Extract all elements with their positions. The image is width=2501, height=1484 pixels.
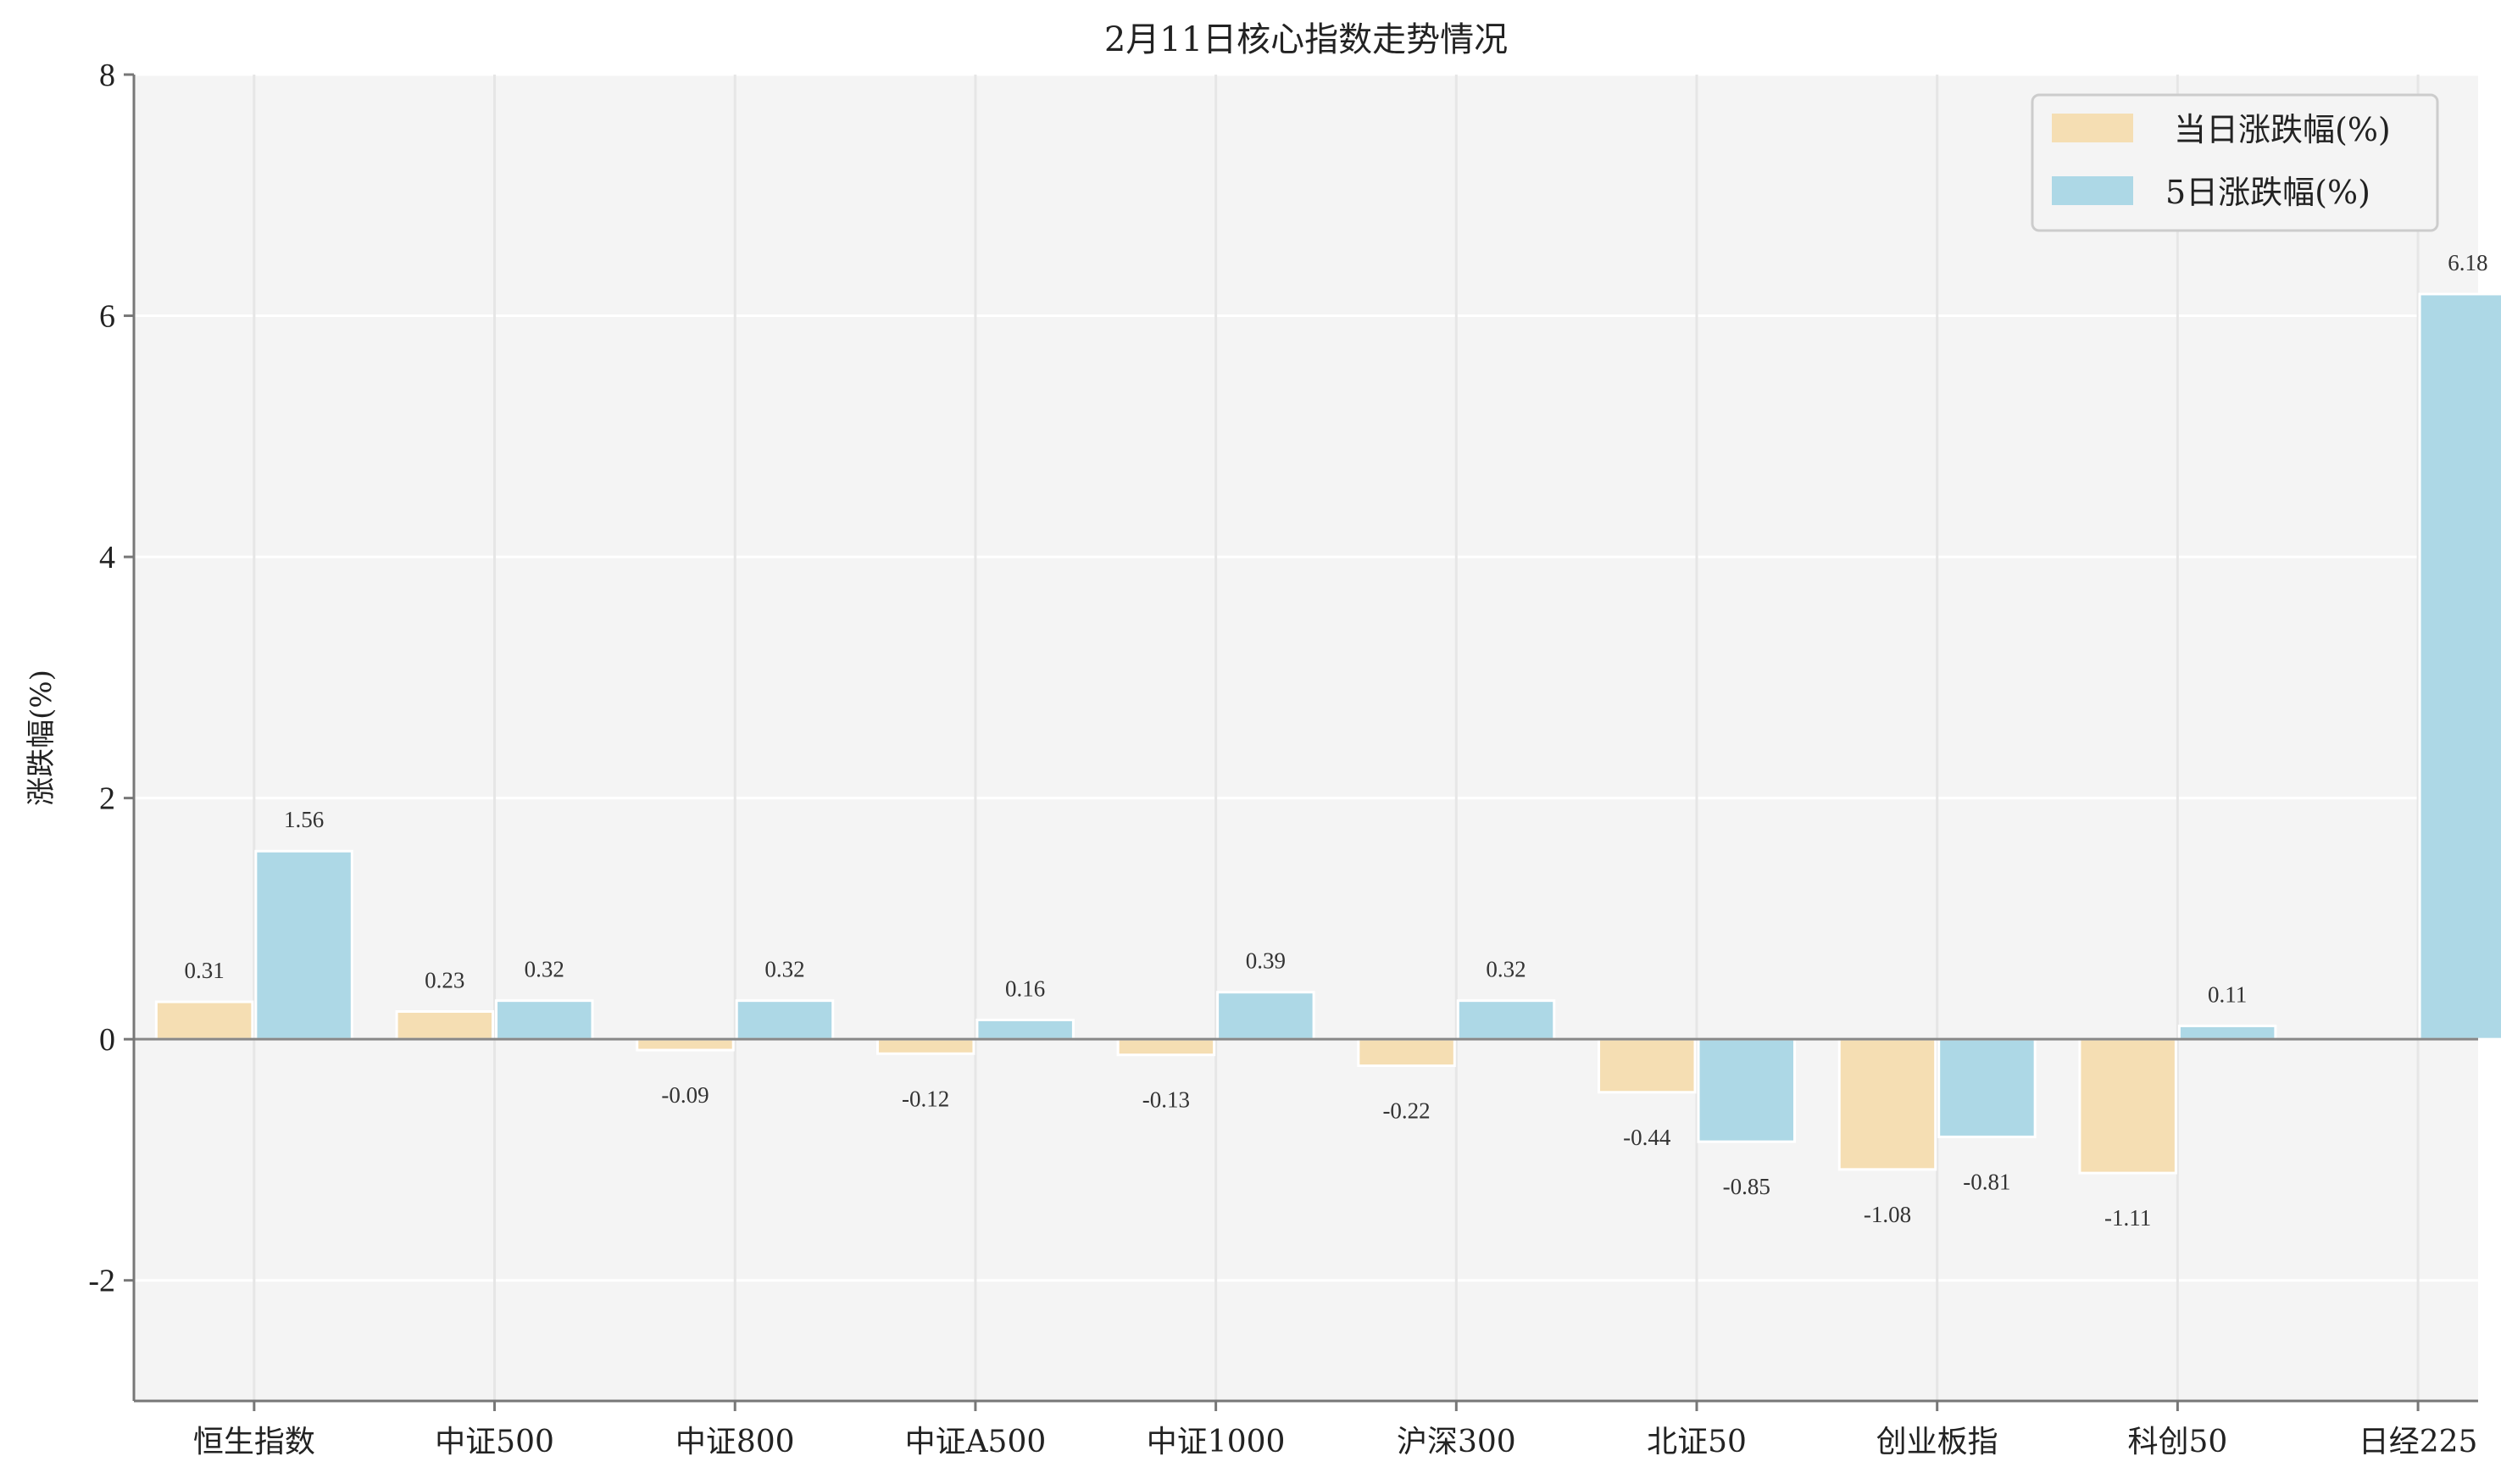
bar-daily [1598, 1037, 1697, 1094]
data-label: -0.22 [1382, 1098, 1430, 1123]
bar-daily [1357, 1037, 1456, 1067]
bar-5day [735, 999, 835, 1041]
bar-5day [1456, 999, 1556, 1041]
bar-daily [2078, 1037, 2177, 1175]
y-tick-label: -2 [88, 1264, 115, 1299]
data-label: -0.13 [1142, 1087, 1190, 1113]
axes: -2 0 2 4 6 8 恒生指数 中证500 中证800 中证A500 中证1000 沪深300 北证… [88, 58, 2478, 1459]
data-label: 0.39 [1246, 948, 1286, 974]
legend-label-5day: 5日涨跌幅(%) [2165, 174, 2370, 211]
data-label: 6.18 [2448, 250, 2487, 275]
data-label: 0.11 [2208, 982, 2247, 1008]
legend-box [2031, 93, 2439, 232]
bar-daily [1837, 1037, 1937, 1171]
bar-daily [636, 1037, 735, 1052]
x-tick-label: 中证A500 [905, 1425, 1047, 1459]
data-label: 0.31 [184, 958, 224, 983]
bar-daily [154, 1000, 254, 1041]
data-label: 1.56 [284, 807, 324, 832]
x-tick-label: 恒生指数 [193, 1425, 315, 1459]
data-label: -0.09 [661, 1082, 709, 1108]
bar-5day [254, 849, 353, 1041]
y-tick-label: 4 [99, 540, 115, 575]
x-tick-label: 中证500 [435, 1425, 554, 1459]
y-tick-label: 2 [99, 781, 115, 817]
bar-daily [395, 1009, 495, 1041]
x-tick-label: 创业板指 [1876, 1425, 1998, 1459]
data-label: 0.16 [1005, 975, 1045, 1001]
data-labels: 0.31 0.23 -0.09 -0.12 -0.13 -0.22 -0.44 -1.08 -1… [184, 250, 2487, 1231]
data-label: -1.11 [2104, 1205, 2151, 1231]
bar-daily [1116, 1037, 1216, 1057]
x-tick-label: 中证1000 [1147, 1425, 1286, 1459]
data-label: -0.85 [1723, 1174, 1770, 1199]
data-label: -1.08 [1864, 1202, 1911, 1227]
x-tick-label: 科创50 [2127, 1425, 2227, 1459]
legend: 当日涨跌幅(%) 5日涨跌幅(%) [2031, 93, 2439, 232]
bar-5day [2177, 1025, 2277, 1041]
data-label: -0.44 [1623, 1125, 1671, 1150]
bar-5day [975, 1018, 1075, 1041]
data-label: -0.81 [1963, 1169, 2010, 1194]
data-label: -0.12 [902, 1086, 949, 1111]
bar-5day [495, 999, 594, 1041]
x-tick-label: 日经225 [2359, 1425, 2478, 1459]
plot-area [134, 75, 2478, 1401]
y-axis-label: 涨跌幅(%) [25, 670, 58, 806]
legend-swatch-5day [2052, 176, 2133, 205]
grid-lines [134, 73, 2478, 1401]
legend-label-daily: 当日涨跌幅(%) [2174, 111, 2391, 148]
y-tick-label: 6 [99, 299, 115, 335]
data-label: 0.32 [1486, 957, 1526, 982]
data-label: 0.32 [525, 957, 564, 982]
x-tick-label: 中证800 [675, 1425, 795, 1459]
y-tick-label: 0 [99, 1022, 115, 1058]
chart-title: 2月11日核心指数走势情况 [1104, 20, 1508, 59]
legend-swatch-daily [2052, 114, 2133, 142]
y-tick-label: 8 [99, 58, 115, 93]
bar-5day [2418, 292, 2501, 1041]
bar-5day [1937, 1037, 2037, 1138]
bars [154, 292, 2501, 1175]
x-tick-label: 沪深300 [1397, 1425, 1516, 1459]
bar-5day [1216, 991, 1315, 1041]
data-label: 0.23 [425, 967, 464, 992]
data-label: 0.32 [764, 957, 804, 982]
bar-5day [1697, 1037, 1796, 1143]
x-tick-label: 北证50 [1647, 1425, 1747, 1459]
bar-daily [875, 1037, 975, 1055]
